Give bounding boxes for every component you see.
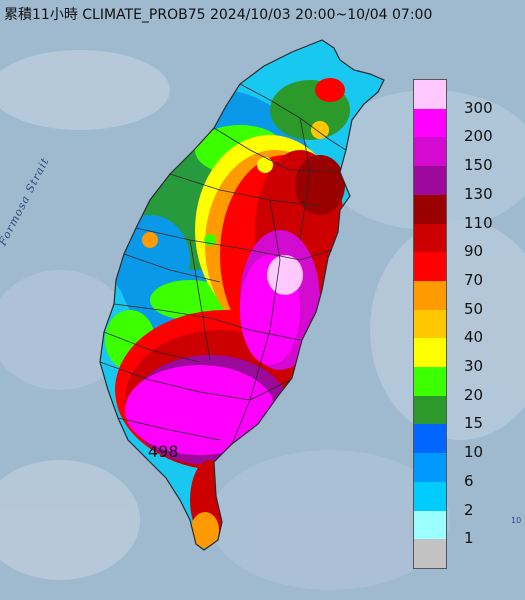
legend-swatch xyxy=(414,137,446,167)
legend-swatch xyxy=(414,80,446,109)
max-value-label: 498 xyxy=(148,442,179,461)
color-legend xyxy=(413,79,447,569)
legend-swatch xyxy=(414,481,446,511)
legend-swatch xyxy=(414,453,446,482)
legend-label: 150 xyxy=(464,156,493,175)
sea-clouds xyxy=(0,50,525,590)
legend-swatch xyxy=(414,395,446,425)
legend-swatch xyxy=(414,510,446,540)
legend-label: 70 xyxy=(464,270,484,289)
legend-label: 90 xyxy=(464,242,484,261)
legend-swatch xyxy=(414,367,446,396)
county-boundaries xyxy=(99,39,385,551)
legend-swatch xyxy=(414,280,446,310)
legend-swatch xyxy=(414,309,446,339)
legend-label: 6 xyxy=(464,471,474,490)
legend-label: 30 xyxy=(464,357,484,376)
legend-label: 15 xyxy=(464,414,484,433)
legend-swatch xyxy=(414,223,446,253)
map-title: 累積11小時 CLIMATE_PROB75 2024/10/03 20:00~1… xyxy=(4,7,433,23)
legend-swatch xyxy=(414,194,446,224)
legend-label: 200 xyxy=(464,127,493,146)
legend-swatch xyxy=(414,108,446,138)
legend-swatch xyxy=(414,539,446,568)
legend-swatch xyxy=(414,424,446,454)
legend-label: 10 xyxy=(464,443,484,462)
legend-label: 1 xyxy=(464,529,474,548)
legend-label: 40 xyxy=(464,328,484,347)
edge-label: 10 xyxy=(511,516,522,525)
legend-label: 2 xyxy=(464,500,474,519)
legend-label: 50 xyxy=(464,299,484,318)
legend-label: 110 xyxy=(464,213,493,232)
legend-label: 20 xyxy=(464,385,484,404)
legend-label: 130 xyxy=(464,184,493,203)
legend-label: 300 xyxy=(464,98,493,117)
legend-swatch xyxy=(414,166,446,195)
legend-swatch xyxy=(414,252,446,281)
legend-swatch xyxy=(414,338,446,368)
